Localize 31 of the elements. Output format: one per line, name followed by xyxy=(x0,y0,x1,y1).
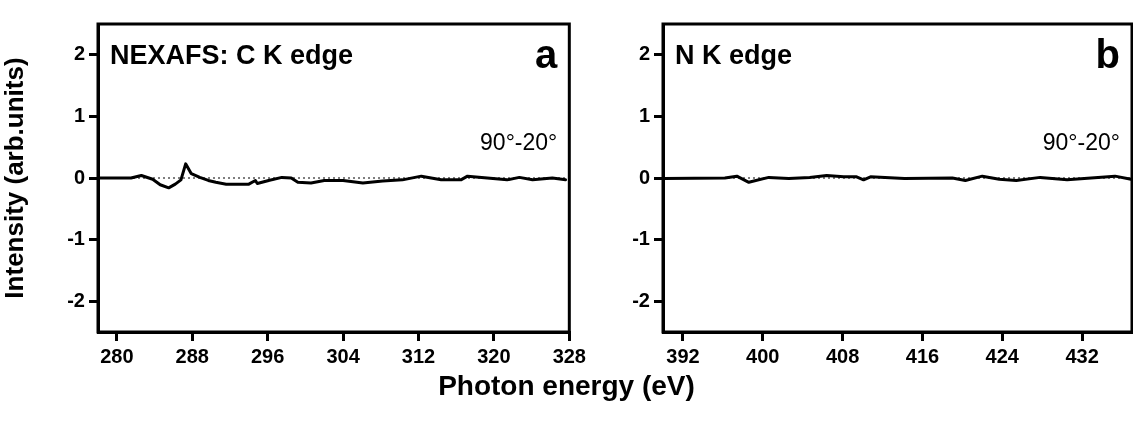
y-tick-label: 2 xyxy=(638,42,650,65)
x-tick-label: 280 xyxy=(100,344,134,367)
annotation: N K edge xyxy=(675,40,793,71)
annotation: NEXAFS: C K edge xyxy=(110,40,354,71)
y-tick-label: -2 xyxy=(632,288,650,311)
annotation: 90°-20° xyxy=(480,129,558,156)
x-tick-label: 408 xyxy=(825,344,860,367)
y-axis-title: Intensity (arb.units) xyxy=(0,57,29,299)
x-tick-label: 424 xyxy=(985,344,1020,367)
annotation: b xyxy=(1095,32,1120,77)
annotation: a xyxy=(535,32,559,77)
y-tick-label: 0 xyxy=(638,165,650,188)
y-tick-label: 1 xyxy=(638,103,650,126)
y-tick-label: 1 xyxy=(73,103,85,126)
x-tick-label: 328 xyxy=(552,344,586,367)
x-tick-label: 288 xyxy=(175,344,209,367)
x-tick-label: 304 xyxy=(326,344,361,367)
x-tick-label: 392 xyxy=(666,344,700,367)
x-tick-label: 432 xyxy=(1065,344,1099,367)
y-tick-label: -2 xyxy=(67,288,85,311)
y-tick-label: 0 xyxy=(73,165,85,188)
annotation: 90°-20° xyxy=(1042,129,1120,156)
y-tick-label: 2 xyxy=(73,42,85,65)
x-tick-label: 320 xyxy=(477,344,511,367)
x-axis-title: Photon energy (eV) xyxy=(437,370,696,402)
y-tick-label: -1 xyxy=(632,227,650,250)
x-tick-label: 296 xyxy=(250,344,285,367)
x-tick-label: 400 xyxy=(746,344,780,367)
x-tick-label: 312 xyxy=(401,344,436,367)
y-tick-label: -1 xyxy=(67,227,85,250)
x-tick-label: 416 xyxy=(905,344,940,367)
